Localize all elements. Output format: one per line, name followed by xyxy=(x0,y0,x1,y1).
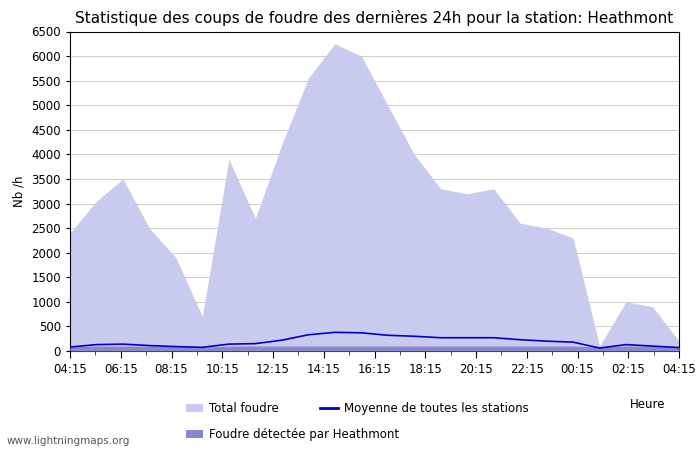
Legend: Foudre détectée par Heathmont: Foudre détectée par Heathmont xyxy=(186,428,399,441)
Text: www.lightningmaps.org: www.lightningmaps.org xyxy=(7,436,130,446)
Y-axis label: Nb /h: Nb /h xyxy=(13,176,26,207)
Text: Heure: Heure xyxy=(629,398,665,411)
Title: Statistique des coups de foudre des dernières 24h pour la station: Heathmont: Statistique des coups de foudre des dern… xyxy=(76,10,673,26)
